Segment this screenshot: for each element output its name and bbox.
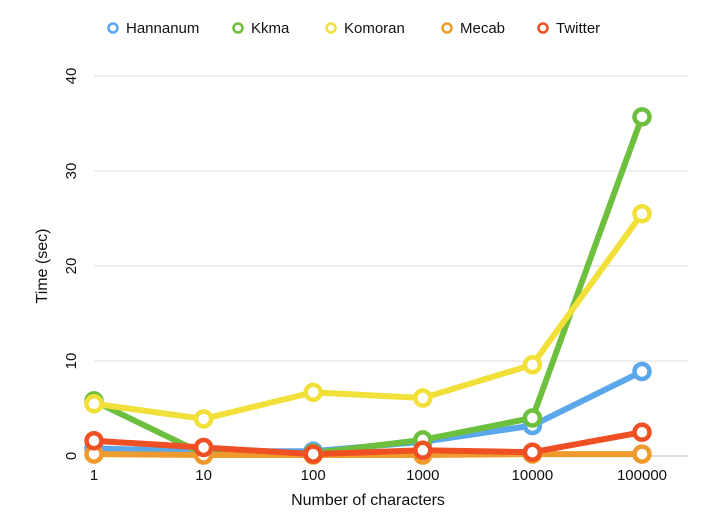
x-tick-label: 10 bbox=[195, 467, 212, 484]
legend-label: Komoran bbox=[344, 20, 405, 37]
data-point-hannanum bbox=[632, 361, 652, 382]
series-lines bbox=[91, 113, 645, 459]
data-point-kkma bbox=[632, 107, 652, 127]
legend-marker bbox=[441, 22, 453, 34]
y-tick-label: 0 bbox=[63, 452, 80, 460]
legend: Hannanum Kkma Komoran Mecab Twitter bbox=[107, 20, 600, 37]
data-point-twitter bbox=[632, 422, 652, 442]
data-point-twitter bbox=[84, 431, 104, 451]
data-point-komoran bbox=[84, 394, 104, 414]
x-tick-label: 1 bbox=[90, 467, 98, 484]
data-point-komoran bbox=[522, 355, 543, 375]
data-point-komoran bbox=[413, 388, 433, 408]
legend-marker bbox=[537, 22, 549, 34]
data-point-markers bbox=[84, 107, 652, 465]
data-point-komoran bbox=[193, 409, 214, 429]
y-axis-tick-labels: 0 10 20 30 40 bbox=[63, 68, 80, 461]
y-axis-title: Time (sec) bbox=[34, 229, 51, 304]
y-tick-label: 10 bbox=[63, 353, 80, 370]
y-tick-label: 20 bbox=[63, 258, 80, 275]
y-tick-label: 40 bbox=[63, 68, 80, 85]
data-point-twitter bbox=[522, 442, 543, 462]
data-point-kkma bbox=[522, 408, 543, 428]
legend-marker bbox=[325, 22, 337, 34]
series-line-komoran bbox=[91, 210, 645, 422]
x-axis-title: Number of characters bbox=[291, 492, 445, 509]
x-axis-tick-labels: 1 10 100 1000 10000 100000 bbox=[90, 467, 667, 484]
data-point-komoran bbox=[632, 204, 652, 224]
legend-marker bbox=[107, 22, 119, 34]
data-point-mecab bbox=[632, 444, 652, 464]
legend-label: Kkma bbox=[251, 20, 290, 37]
legend-label: Twitter bbox=[556, 20, 600, 37]
data-point-twitter bbox=[413, 440, 433, 461]
series-line-kkma bbox=[91, 113, 645, 458]
x-tick-label: 1000 bbox=[406, 467, 439, 484]
legend-label: Hannanum bbox=[126, 20, 199, 37]
y-tick-label: 30 bbox=[63, 163, 80, 180]
legend-label: Mecab bbox=[460, 20, 505, 37]
data-point-twitter bbox=[303, 444, 323, 464]
x-tick-label: 100000 bbox=[617, 467, 667, 484]
series-line-twitter bbox=[91, 429, 645, 458]
legend-marker bbox=[232, 22, 244, 34]
data-point-twitter bbox=[193, 437, 214, 458]
data-point-komoran bbox=[303, 382, 323, 403]
x-tick-label: 100 bbox=[301, 467, 326, 484]
x-tick-label: 10000 bbox=[512, 467, 554, 484]
